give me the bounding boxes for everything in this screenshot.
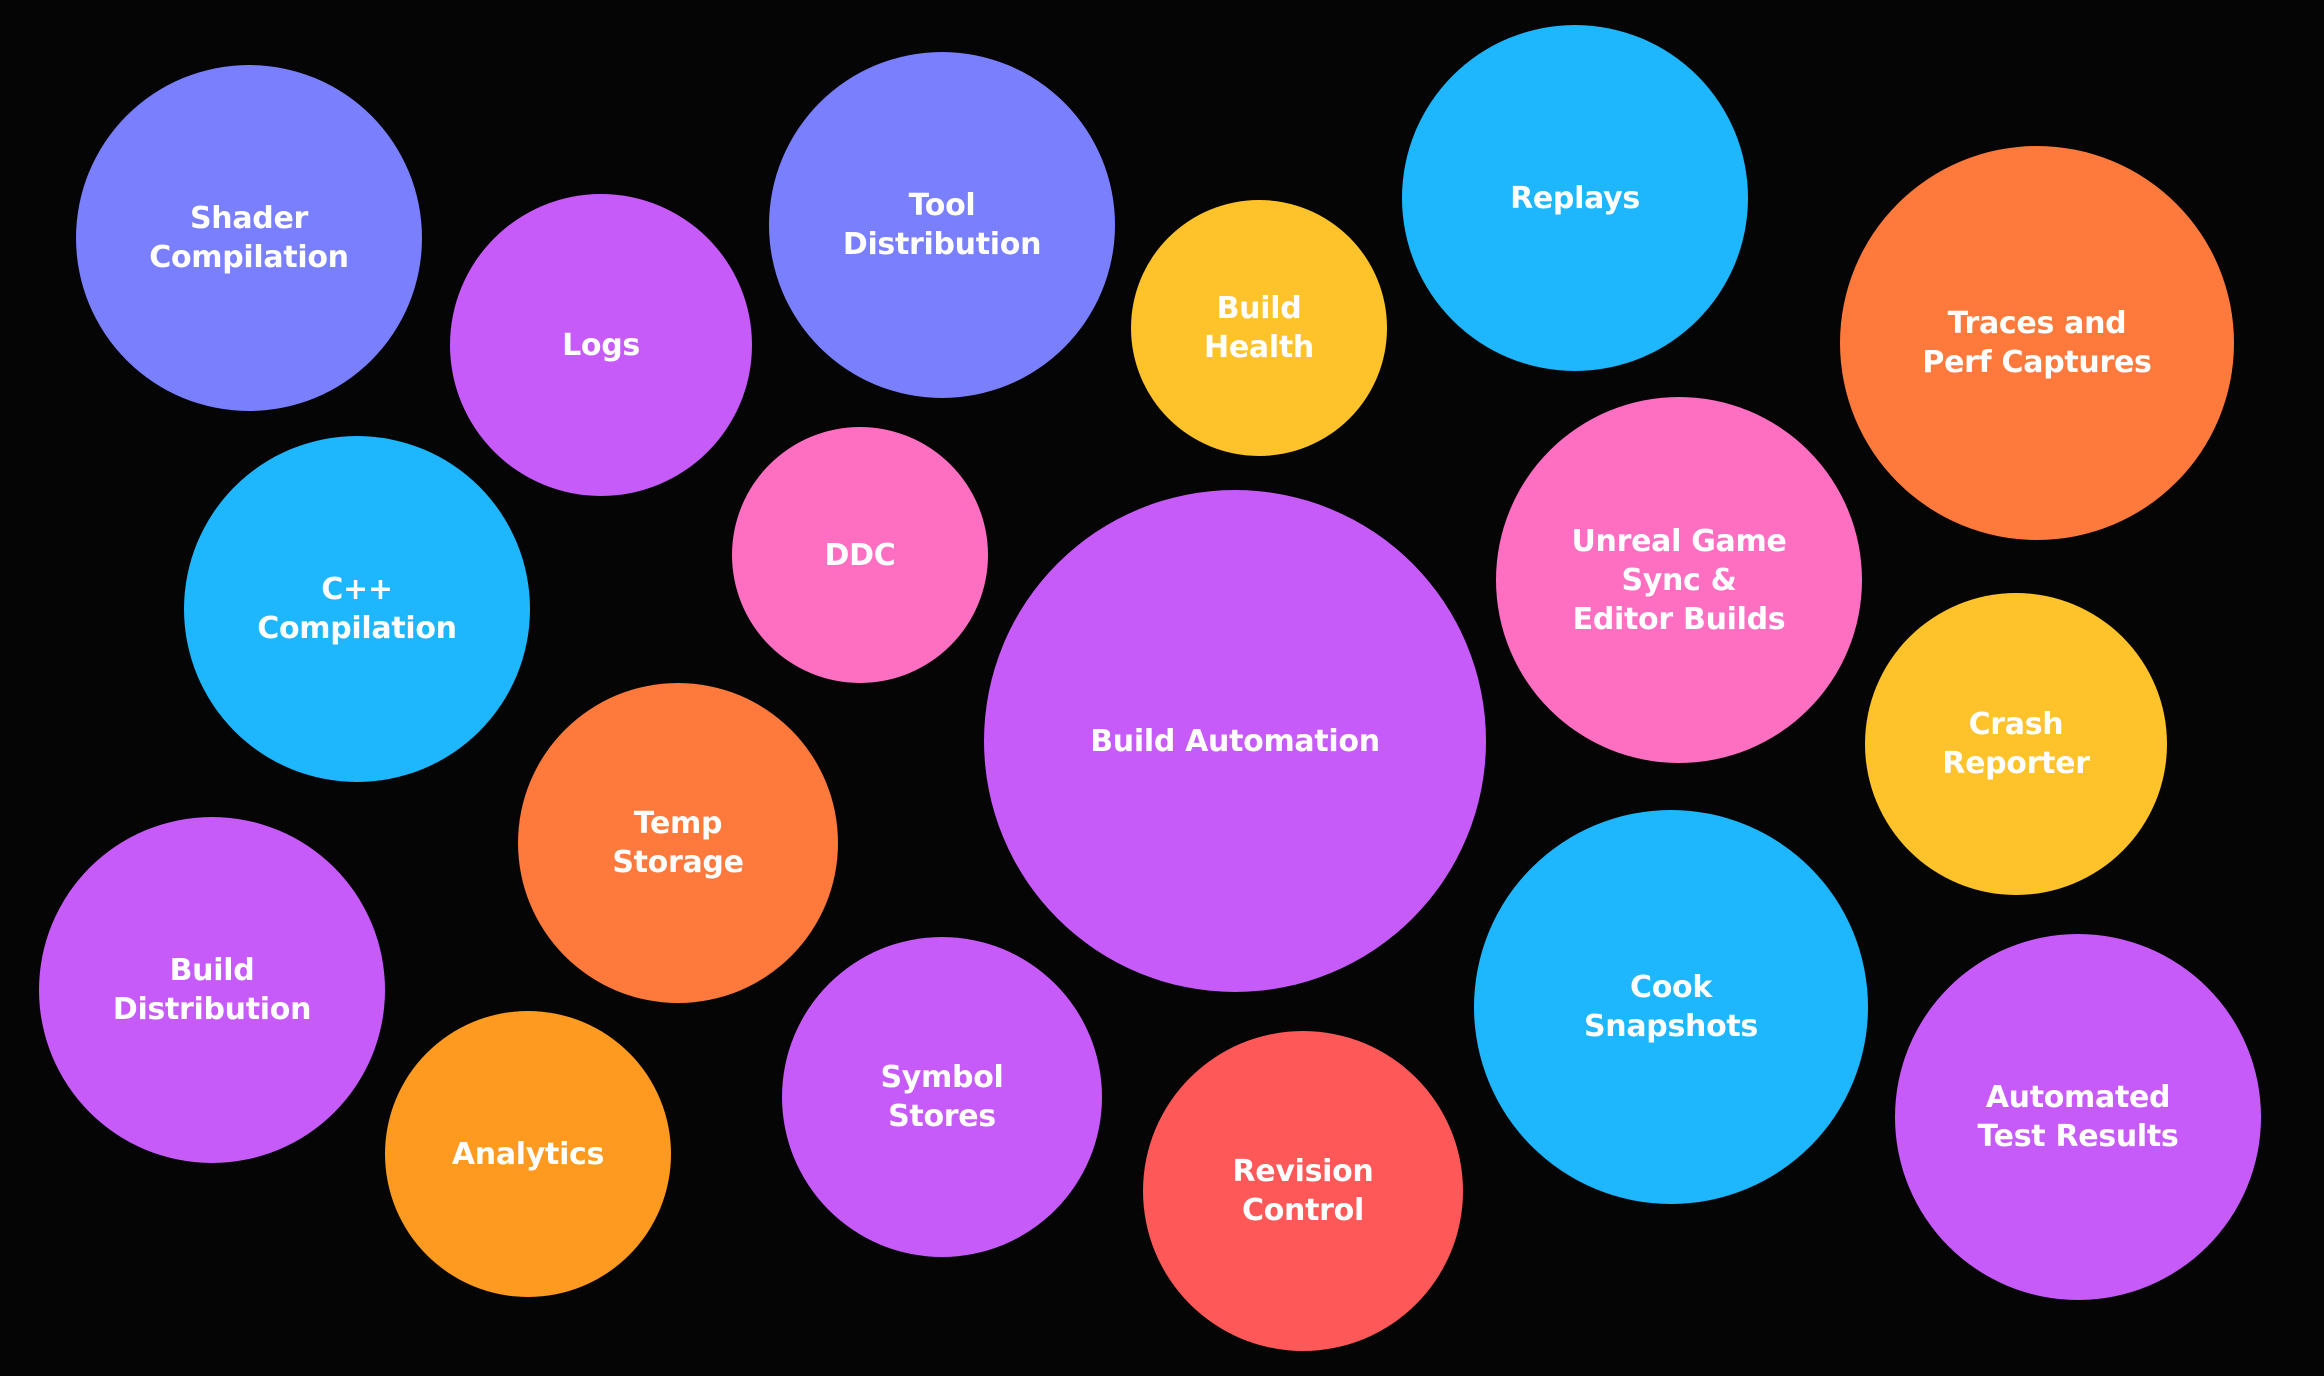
bubble-label-build-automation: Build Automation	[1090, 723, 1380, 759]
bubble-ddc: DDC	[732, 427, 988, 683]
bubble-build-distribution: Build Distribution	[39, 817, 385, 1163]
bubble-label-logs: Logs	[562, 327, 640, 363]
bubble-label-cook-snapshots: Cook Snapshots	[1583, 970, 1758, 1044]
bubble-logs: Logs	[450, 194, 752, 496]
bubble-label-unreal-game-sync: Unreal Game Sync & Editor Builds	[1571, 523, 1787, 637]
bubble-automated-test-results: Automated Test Results	[1895, 934, 2261, 1300]
bubble-build-health: Build Health	[1131, 200, 1387, 456]
bubble-label-revision-control: Revision Control	[1232, 1154, 1374, 1228]
bubble-label-automated-test-results: Automated Test Results	[1977, 1080, 2179, 1154]
bubble-symbol-stores: Symbol Stores	[782, 937, 1102, 1257]
bubble-temp-storage: Temp Storage	[518, 683, 838, 1003]
bubble-label-build-health: Build Health	[1204, 291, 1314, 365]
bubble-label-traces-perf-captures: Traces and Perf Captures	[1922, 306, 2152, 380]
bubble-build-automation: Build Automation	[984, 490, 1486, 992]
bubble-label-temp-storage: Temp Storage	[612, 806, 744, 880]
bubble-cook-snapshots: Cook Snapshots	[1474, 810, 1868, 1204]
bubble-label-replays: Replays	[1510, 180, 1640, 216]
bubble-analytics: Analytics	[385, 1011, 671, 1297]
bubble-crash-reporter: Crash Reporter	[1865, 593, 2167, 895]
bubble-label-cpp-compilation: C++ Compilation	[257, 572, 457, 646]
bubble-label-ddc: DDC	[824, 537, 896, 573]
bubble-label-crash-reporter: Crash Reporter	[1942, 707, 2090, 781]
bubble-label-build-distribution: Build Distribution	[112, 953, 312, 1027]
bubble-cpp-compilation: C++ Compilation	[184, 436, 530, 782]
bubble-label-shader-compilation: Shader Compilation	[149, 201, 349, 275]
bubble-tool-distribution: Tool Distribution	[769, 52, 1115, 398]
bubble-unreal-game-sync: Unreal Game Sync & Editor Builds	[1496, 397, 1862, 763]
bubble-replays: Replays	[1402, 25, 1748, 371]
bubble-revision-control: Revision Control	[1143, 1031, 1463, 1351]
bubble-shader-compilation: Shader Compilation	[76, 65, 422, 411]
bubble-label-tool-distribution: Tool Distribution	[842, 188, 1042, 262]
bubble-label-analytics: Analytics	[451, 1136, 605, 1172]
bubble-traces-perf-captures: Traces and Perf Captures	[1840, 146, 2234, 540]
bubble-label-symbol-stores: Symbol Stores	[880, 1060, 1004, 1134]
